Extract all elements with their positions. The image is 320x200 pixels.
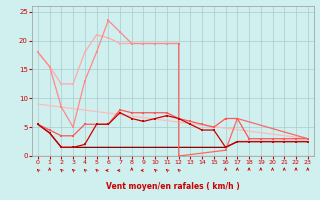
X-axis label: Vent moyen/en rafales ( km/h ): Vent moyen/en rafales ( km/h ) (106, 182, 240, 191)
